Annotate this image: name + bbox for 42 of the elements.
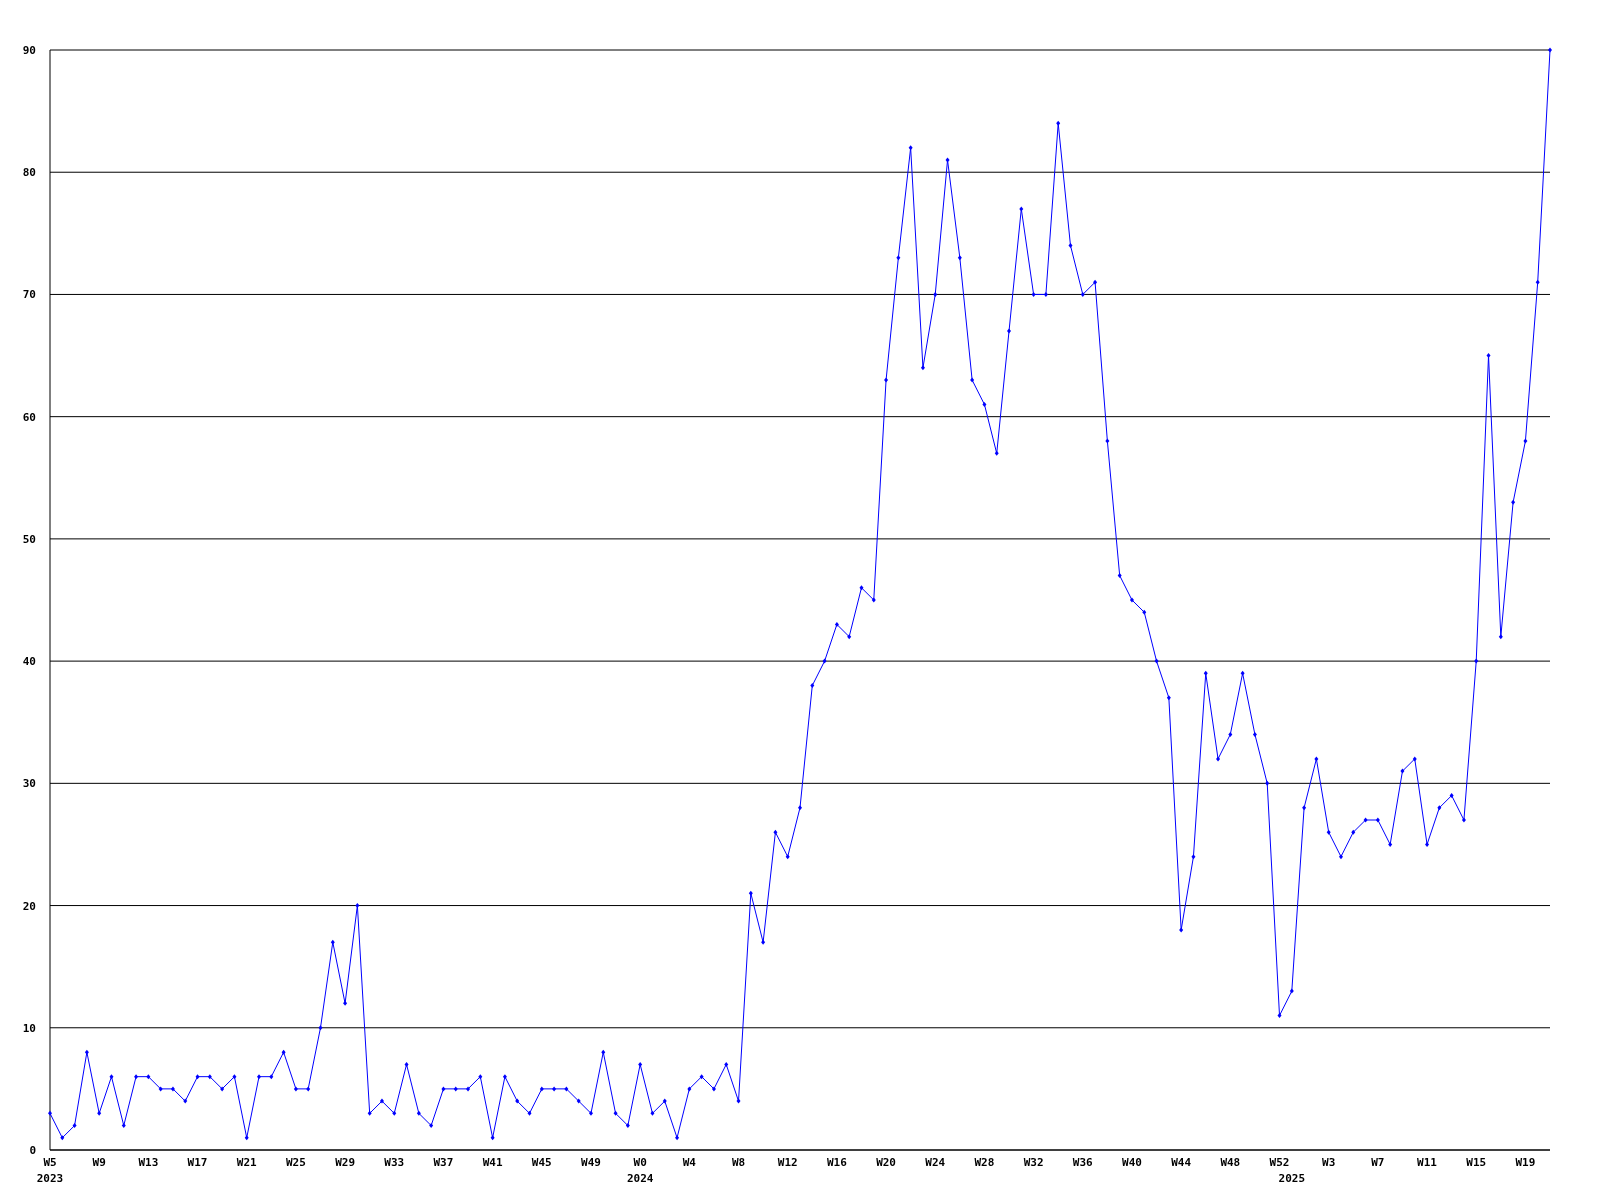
- x-tick-label: W32: [1023, 1156, 1044, 1169]
- x-tick-label: W8: [731, 1156, 746, 1169]
- x-tick-label: W4: [682, 1156, 697, 1169]
- x-tick-label: W9: [92, 1156, 106, 1169]
- x-tick-label: W16: [826, 1156, 848, 1169]
- x-tick-label: W48: [1220, 1156, 1241, 1169]
- x-tick-label: W37: [433, 1156, 454, 1169]
- x-tick-label: W33: [384, 1156, 405, 1169]
- x-tick-label: W20: [876, 1156, 896, 1169]
- x-tick-label: W0 2024: [626, 1156, 654, 1185]
- x-tick-label: W44: [1171, 1156, 1192, 1169]
- y-tick-label: 70: [22, 288, 36, 302]
- y-tick-label: 30: [22, 777, 36, 791]
- x-tick-label: W52: [1269, 1156, 1290, 1169]
- x-tick-label: 2025: [1278, 1172, 1306, 1185]
- y-tick-label: 90: [22, 44, 36, 57]
- x-tick-label: W13: [138, 1156, 159, 1169]
- x-tick-label: W7: [1371, 1156, 1385, 1169]
- x-tick-label: W5 2023: [36, 1156, 64, 1185]
- x-tick-label: W36: [1072, 1156, 1094, 1169]
- x-tick-label: W28: [974, 1156, 995, 1169]
- x-tick-label: W3: [1322, 1156, 1336, 1169]
- y-tick-label: 80: [22, 166, 36, 180]
- x-tick-label: W41: [482, 1156, 503, 1169]
- x-tick-label: W45: [531, 1156, 552, 1169]
- x-tick-label: W21: [236, 1156, 258, 1169]
- x-tick-label: W11: [1417, 1156, 1438, 1169]
- x-tick-label: W15: [1466, 1156, 1487, 1169]
- x-tick-label: W49: [581, 1156, 601, 1169]
- y-tick-label: 10: [22, 1021, 36, 1035]
- x-tick-label: W29: [335, 1156, 356, 1169]
- x-tick-label: W19: [1515, 1156, 1536, 1169]
- x-tick-label: W40: [1122, 1156, 1142, 1169]
- y-tick-label: 0: [29, 1144, 36, 1157]
- y-tick-label: 60: [22, 410, 36, 424]
- y-tick-label: 50: [22, 532, 36, 546]
- x-tick-label: W17: [187, 1156, 208, 1169]
- x-tick-label: W24: [925, 1156, 946, 1169]
- y-tick-label: 20: [22, 899, 36, 913]
- x-tick-label: W12: [777, 1156, 798, 1169]
- x-tick-label: W25: [285, 1156, 306, 1169]
- y-tick-label: 40: [22, 655, 36, 669]
